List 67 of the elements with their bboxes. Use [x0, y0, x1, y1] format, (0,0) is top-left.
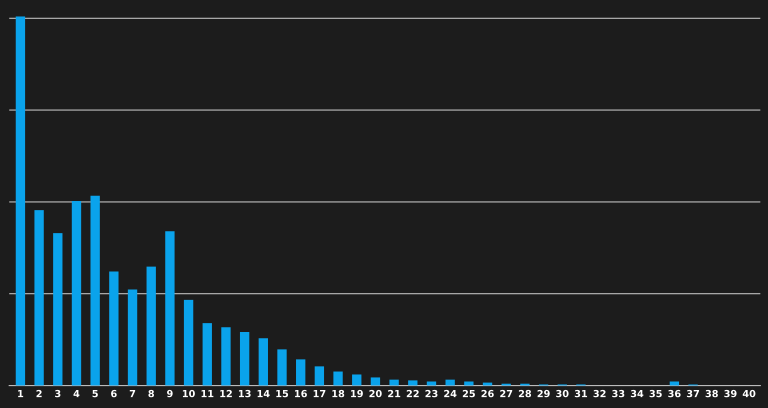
bar: [389, 380, 399, 386]
x-tick-label: 38: [706, 390, 718, 398]
bar: [90, 196, 100, 386]
bar: [670, 382, 680, 386]
x-tick-label: 19: [351, 390, 363, 398]
x-tick-label: 33: [612, 390, 624, 398]
x-tick-label: 12: [220, 390, 232, 398]
bar: [314, 366, 324, 386]
bar: [426, 382, 436, 386]
x-tick-label: 31: [574, 390, 588, 398]
bar: [184, 300, 194, 386]
bar: [277, 349, 287, 386]
x-tick-label: 15: [276, 390, 288, 398]
x-tick-label: 40: [742, 390, 756, 398]
bar: [202, 323, 212, 386]
x-tick-label: 5: [92, 390, 98, 398]
bar: [221, 327, 231, 386]
x-tick-label: 4: [74, 390, 80, 398]
x-tick-label: 10: [182, 390, 195, 398]
x-tick-label: 22: [406, 390, 419, 398]
bar: [165, 231, 175, 386]
bar: [53, 233, 62, 386]
x-tick-label: 1: [18, 390, 24, 398]
bar: [482, 382, 492, 386]
x-tick-label: 39: [724, 390, 737, 398]
bar: [258, 338, 268, 386]
bar: [370, 377, 380, 386]
x-tick-label: 36: [668, 390, 681, 398]
x-tick-label: 28: [518, 390, 532, 398]
x-tick-label: 2: [36, 390, 42, 398]
bar: [72, 200, 82, 386]
bar: [464, 382, 474, 386]
bar: [16, 16, 26, 386]
x-tick-label: 32: [594, 390, 606, 398]
x-tick-label: 30: [556, 390, 569, 398]
x-tick-label: 11: [202, 390, 214, 398]
bar: [408, 380, 418, 386]
x-tick-label: 18: [332, 390, 344, 398]
x-tick-label: 8: [148, 390, 154, 398]
x-tick-label: 27: [500, 390, 512, 398]
x-tick-label: 23: [425, 390, 438, 398]
x-tick-label: 6: [111, 390, 117, 398]
x-tick-label: 26: [482, 390, 494, 398]
bar: [109, 271, 119, 386]
x-tick-label: 13: [238, 390, 251, 398]
bar: [296, 359, 306, 386]
bar: [333, 372, 343, 386]
x-tick-label: 21: [388, 390, 400, 398]
x-tick-label: 17: [314, 390, 326, 398]
bar: [240, 332, 250, 386]
x-tick-label: 35: [650, 390, 662, 398]
x-tick-label: 29: [538, 390, 550, 398]
x-tick-label: 20: [369, 390, 382, 398]
x-tick-label: 16: [295, 390, 307, 398]
bar: [128, 290, 138, 386]
bar: [352, 374, 362, 386]
bar: [34, 210, 44, 386]
x-tick-label: 14: [258, 390, 270, 398]
x-tick-label: 7: [130, 390, 136, 398]
x-tick-label: 34: [630, 390, 644, 398]
x-tick-label: 25: [462, 390, 475, 398]
x-tick-label: 3: [55, 390, 60, 398]
x-tick-label: 37: [686, 390, 700, 398]
x-tick-label: 9: [167, 390, 173, 398]
bar: [445, 380, 455, 386]
x-tick-label: 24: [444, 390, 456, 398]
bar: [146, 266, 156, 386]
